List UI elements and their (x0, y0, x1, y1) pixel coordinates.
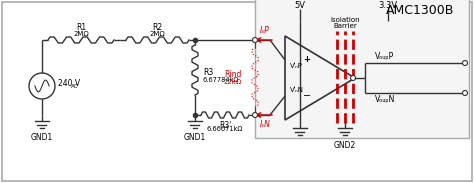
FancyBboxPatch shape (255, 0, 469, 138)
Text: GND1: GND1 (31, 132, 53, 141)
Text: −: − (303, 91, 311, 101)
Text: R3': R3' (219, 121, 231, 130)
Text: 3.3V: 3.3V (378, 1, 398, 10)
Circle shape (350, 76, 356, 81)
Text: Barrier: Barrier (333, 23, 357, 29)
Text: VᴵₙP: VᴵₙP (290, 63, 303, 69)
FancyBboxPatch shape (2, 2, 472, 181)
Circle shape (463, 61, 467, 66)
Text: Rind: Rind (224, 70, 242, 79)
Circle shape (253, 38, 257, 42)
Text: VᴵₙN: VᴵₙN (290, 87, 304, 93)
Text: GND1: GND1 (184, 132, 206, 141)
Text: IₛN: IₛN (260, 120, 271, 129)
Text: 22kΩ: 22kΩ (224, 79, 242, 85)
Text: 2MΩ: 2MΩ (150, 31, 165, 37)
Text: R2: R2 (153, 23, 163, 32)
Text: R3: R3 (203, 68, 213, 77)
Text: 240 V: 240 V (58, 79, 80, 89)
Text: VₒᵤₚN: VₒᵤₚN (375, 95, 395, 104)
Text: R1: R1 (76, 23, 86, 32)
Text: 2MΩ: 2MΩ (73, 31, 89, 37)
Text: AMC1300B: AMC1300B (386, 5, 454, 18)
Text: IₛP: IₛP (260, 26, 270, 35)
Text: +: + (303, 55, 310, 64)
Text: 6.67784kΩ: 6.67784kΩ (203, 77, 239, 83)
Text: GND2: GND2 (334, 141, 356, 150)
Text: AC: AC (71, 85, 78, 89)
Text: 6.66671kΩ: 6.66671kΩ (207, 126, 243, 132)
Text: Isolation: Isolation (330, 17, 360, 23)
Circle shape (253, 113, 257, 117)
Text: 5V: 5V (294, 1, 306, 10)
Circle shape (463, 91, 467, 96)
Text: VₒᵤₚP: VₒᵤₚP (375, 52, 394, 61)
